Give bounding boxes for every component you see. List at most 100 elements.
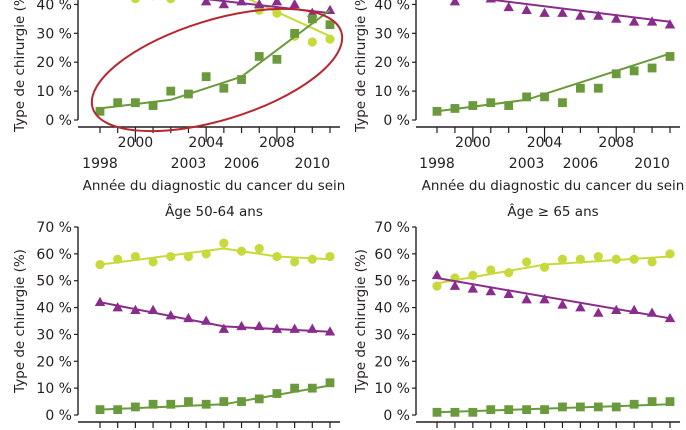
data-point-circle [95, 260, 105, 270]
data-point-triangle [130, 304, 141, 315]
data-point-square [148, 399, 158, 409]
panel-title: Âge 50-64 ans [165, 202, 263, 220]
data-point-square [611, 402, 621, 412]
y-tick-label: 50 % [36, 274, 72, 290]
data-point-triangle [664, 19, 676, 29]
y-tick-label: 30 % [36, 327, 72, 343]
data-point-square [166, 399, 176, 409]
data-point-square [130, 402, 140, 412]
data-point-triangle [112, 302, 123, 312]
data-point-square [665, 52, 675, 61]
y-tick-label: 40 % [374, 301, 410, 317]
x-tick-label: 2006 [224, 156, 260, 172]
data-point-triangle [324, 326, 336, 336]
data-point-triangle [539, 7, 550, 17]
y-tick-label: 20 % [374, 354, 410, 370]
data-point-circle [522, 257, 532, 267]
data-point-square [325, 378, 335, 388]
data-point-triangle [539, 294, 550, 304]
data-point-square [522, 405, 532, 415]
y-tick-label: 30 % [374, 327, 410, 343]
data-point-square [272, 54, 282, 64]
x-axis-label: Année du diagnostic du cancer du sein [83, 178, 346, 194]
data-point-square [647, 397, 657, 406]
plot-area [95, 0, 336, 116]
x-minor-tick-label: 2004 [527, 135, 563, 151]
y-tick-label: 0 % [383, 113, 410, 129]
data-point-square [647, 63, 657, 73]
x-minor-tick-label: 2008 [259, 135, 295, 151]
data-point-triangle [271, 0, 283, 6]
x-tick-label: 1998 [82, 156, 118, 172]
y-tick-label: 70 % [36, 220, 72, 236]
data-point-circle [254, 243, 264, 254]
data-point-square [290, 28, 300, 38]
plot-area [431, 249, 676, 417]
data-point-triangle [147, 304, 159, 315]
y-tick-label: 20 % [374, 55, 410, 71]
data-point-circle [593, 251, 603, 262]
data-point-triangle [521, 4, 532, 15]
x-minor-tick-label: 2004 [188, 135, 224, 151]
data-point-triangle [289, 323, 300, 333]
data-point-triangle [503, 1, 514, 12]
y-tick-label: 40 % [36, 301, 72, 317]
data-point-square [575, 402, 585, 412]
data-point-circle [219, 238, 229, 248]
data-point-triangle [236, 320, 247, 331]
data-point-circle [130, 0, 140, 4]
data-point-square [325, 20, 335, 30]
data-point-circle [665, 249, 675, 259]
y-axis-label: Type de chirurgie (%) [12, 249, 28, 394]
data-point-triangle [254, 0, 265, 9]
y-tick-label: 0 % [383, 408, 410, 424]
x-tick-label: 2003 [509, 156, 545, 172]
data-point-triangle [628, 304, 640, 315]
data-point-square [486, 405, 496, 415]
y-tick-label: 30 % [374, 26, 410, 42]
data-point-circle [236, 246, 247, 256]
data-point-triangle [593, 10, 604, 20]
data-point-circle [611, 254, 621, 264]
purple-trend-line [486, 0, 671, 23]
data-point-circle [468, 270, 478, 280]
data-point-square [486, 98, 496, 108]
x-tick-label: 2010 [634, 156, 670, 172]
data-point-triangle [449, 0, 461, 6]
data-point-square [272, 389, 282, 398]
x-tick-label: 2010 [294, 156, 330, 172]
data-point-square [611, 69, 621, 79]
data-point-triangle [646, 16, 658, 26]
data-point-square [184, 397, 193, 406]
data-point-square [432, 106, 442, 116]
green-trend-line [99, 9, 331, 110]
chart-panel-1: 0 % 10 % 20 % 30 % 40 % Type de chirurgie (%)… [12, 0, 346, 194]
data-point-square [468, 101, 478, 110]
data-point-square [540, 92, 549, 102]
chart-panel-2: 0 % 10 % 20 % 30 % 40 % Type de chirurgie (%)… [353, 0, 684, 194]
plot-area [432, 0, 676, 116]
data-point-circle [201, 249, 211, 259]
yellow-trend-line [99, 247, 331, 266]
data-point-square [468, 407, 478, 417]
data-point-square [166, 86, 176, 96]
y-tick-label: 0 % [45, 113, 72, 129]
yellow-trend-line [248, 0, 331, 38]
data-point-square [201, 72, 211, 82]
chart-panel-3: 0 % 10 % 20 % 30 % 40 % 50 % 60 % 70 % Type de c… [12, 202, 340, 428]
data-point-square [219, 83, 229, 93]
x-minor-tick-label: 2008 [598, 135, 634, 151]
data-point-triangle [307, 323, 318, 333]
data-point-square [307, 383, 317, 393]
data-point-square [95, 106, 105, 116]
data-point-circle [325, 251, 335, 262]
y-tick-label: 10 % [36, 381, 72, 397]
x-tick-label: 1998 [419, 156, 455, 172]
y-axis-label: Type de chirurgie (%) [12, 0, 28, 133]
data-point-square [113, 405, 123, 415]
data-point-square [504, 405, 514, 415]
data-point-triangle [664, 312, 676, 323]
y-tick-label: 70 % [374, 220, 410, 236]
data-point-circle [325, 34, 335, 44]
